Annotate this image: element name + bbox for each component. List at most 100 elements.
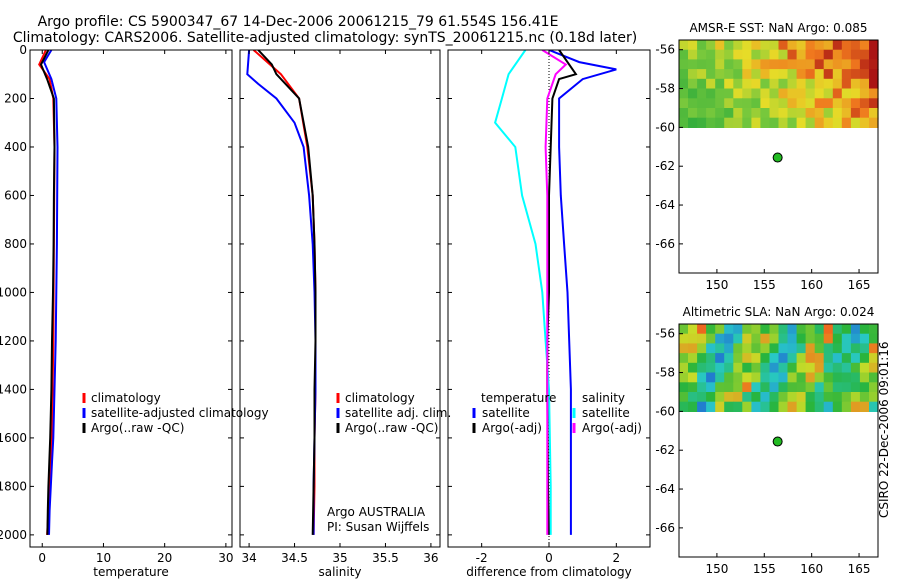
heat-cell	[733, 78, 743, 90]
heat-cell	[805, 362, 816, 374]
heat-cell	[796, 372, 807, 383]
heat-cell	[751, 353, 761, 364]
heat-cell	[850, 88, 861, 99]
credit-timestamp: CSIRO 22-Dec-2006 09:01:16	[877, 341, 891, 518]
x-tick-label-sst-map: 165	[848, 278, 871, 292]
series-line-salinity-1	[246, 50, 317, 535]
heat-cell	[742, 98, 752, 109]
heat-cell	[832, 88, 843, 99]
heat-cell	[688, 362, 698, 374]
heat-cell	[706, 353, 716, 364]
heat-cell	[706, 49, 716, 60]
series-line-temperature-2	[39, 50, 56, 535]
heat-cell	[733, 401, 743, 412]
heat-cell	[859, 59, 870, 70]
heat-cell	[733, 392, 743, 403]
heat-cell	[697, 88, 707, 99]
heat-cell	[769, 69, 780, 80]
heat-cell	[679, 117, 689, 128]
heat-cell	[778, 78, 789, 90]
heat-cell	[688, 69, 698, 80]
heat-cell	[869, 392, 879, 403]
heat-cell	[805, 372, 816, 383]
heat-cell	[850, 343, 861, 354]
heat-cell	[688, 108, 698, 119]
legend-group-title: temperature	[481, 391, 556, 405]
heat-cell	[769, 117, 780, 128]
heat-cell	[742, 69, 752, 80]
heat-cell	[859, 78, 870, 90]
heat-cell	[778, 59, 789, 70]
heat-cell	[760, 98, 770, 109]
heat-cell	[778, 324, 789, 335]
heat-cell	[841, 78, 852, 90]
series-line-salinity-0	[252, 50, 317, 535]
heat-cell	[850, 333, 861, 344]
heat-cell	[850, 69, 861, 80]
heat-cell	[706, 333, 716, 344]
heat-cell	[724, 333, 734, 344]
heat-cell	[751, 343, 761, 354]
heat-cell	[805, 49, 816, 60]
heat-cell	[760, 382, 770, 393]
heat-cell	[742, 108, 752, 119]
heat-cell	[823, 333, 834, 344]
heat-cell	[706, 117, 716, 128]
heat-cell	[850, 40, 861, 51]
heat-cell	[751, 40, 761, 51]
heat-cell	[823, 69, 834, 80]
heat-cell	[715, 49, 725, 60]
heat-cell	[724, 382, 734, 393]
heat-cell	[805, 108, 816, 119]
heat-cell	[697, 69, 707, 80]
heat-cell	[814, 333, 825, 344]
heat-cell	[724, 108, 734, 119]
heat-cell	[823, 324, 834, 335]
heat-cell	[679, 353, 689, 364]
heat-cell	[850, 353, 861, 364]
heat-cell	[697, 49, 707, 60]
heat-cell	[697, 362, 707, 374]
heat-cell	[832, 117, 843, 128]
heat-cell	[715, 108, 725, 119]
heat-cell	[733, 324, 743, 335]
heat-cell	[869, 98, 879, 109]
argo-position-marker	[772, 152, 783, 163]
heat-cell	[814, 353, 825, 364]
heat-cell	[832, 49, 843, 60]
heat-cell	[796, 117, 807, 128]
heat-cell	[805, 324, 816, 335]
heat-cell	[778, 117, 789, 128]
heat-cell	[742, 59, 752, 70]
heat-cell	[832, 69, 843, 80]
heat-cell	[832, 401, 843, 412]
heat-cell	[869, 40, 879, 51]
heat-cell	[715, 69, 725, 80]
heat-cell	[724, 88, 734, 99]
heat-cell	[814, 78, 825, 90]
y-tick-label-sla-map: -66	[655, 521, 675, 535]
heat-cell	[814, 88, 825, 99]
heat-cell	[823, 98, 834, 109]
heat-cell	[760, 324, 770, 335]
header-line-2: Climatology: CARS2006. Satellite-adjuste…	[13, 30, 637, 46]
legend-difference: temperaturesatelliteArgo(-adj)salinitysa…	[472, 391, 642, 435]
heat-cell	[841, 40, 852, 51]
heat-cell	[859, 333, 870, 344]
legend-label-difference: satellite	[482, 406, 530, 420]
heat-cell	[832, 108, 843, 119]
heat-cell	[724, 49, 734, 60]
heat-cell	[679, 382, 689, 393]
heat-cell	[688, 117, 698, 128]
heat-cell	[697, 40, 707, 51]
heat-cell	[832, 343, 843, 354]
heat-cell	[715, 382, 725, 393]
heat-cell	[805, 353, 816, 364]
legend-label-salinity: climatology	[345, 391, 415, 405]
sla-map-title: Altimetric SLA: NaN Argo: 0.024	[683, 305, 875, 319]
heat-cell	[859, 69, 870, 80]
heat-cell	[869, 88, 879, 99]
heat-cell	[823, 382, 834, 393]
heat-cell	[751, 108, 761, 119]
